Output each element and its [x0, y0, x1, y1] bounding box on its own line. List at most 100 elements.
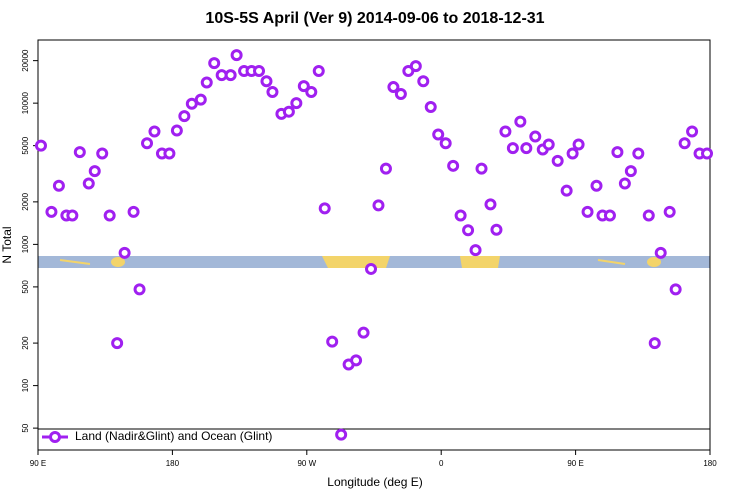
point	[439, 137, 452, 150]
point	[365, 262, 378, 275]
point	[305, 85, 318, 98]
y-tick-label: 100	[21, 378, 30, 392]
point	[185, 97, 198, 110]
point	[618, 177, 631, 190]
y-axis-label: N Total	[0, 226, 14, 263]
point	[335, 428, 348, 441]
point	[326, 335, 339, 348]
point	[96, 147, 109, 160]
point	[424, 100, 437, 113]
point	[560, 184, 573, 197]
point	[417, 75, 430, 88]
point	[148, 125, 161, 138]
y-tick-label: 500	[21, 280, 30, 294]
point	[603, 209, 616, 222]
point	[200, 76, 213, 89]
land	[647, 257, 661, 267]
point	[208, 57, 221, 70]
point	[260, 75, 273, 88]
x-tick-label: 0	[439, 459, 444, 468]
y-tick-label: 1000	[21, 235, 30, 253]
land	[111, 257, 125, 267]
y-tick-label: 200	[21, 336, 30, 350]
x-tick-label: 90 E	[567, 459, 583, 468]
point	[701, 147, 714, 160]
point	[111, 337, 124, 350]
map-strip	[38, 256, 710, 268]
point	[118, 246, 131, 259]
point	[632, 147, 645, 160]
point	[529, 130, 542, 143]
point	[432, 128, 445, 141]
point	[499, 125, 512, 138]
point	[663, 205, 676, 218]
point	[194, 93, 207, 106]
point	[178, 110, 191, 123]
x-tick-label: 90 E	[30, 459, 46, 468]
point	[318, 202, 331, 215]
point	[447, 159, 460, 172]
point	[379, 162, 392, 175]
x-tick-label: 180	[166, 459, 180, 468]
point	[34, 139, 47, 152]
x-axis-label: Longitude (deg E)	[327, 475, 422, 489]
x-tick-label: 90 W	[297, 459, 316, 468]
point	[141, 137, 154, 150]
point	[678, 137, 691, 150]
point	[103, 209, 116, 222]
point	[290, 97, 303, 110]
islands	[59, 259, 626, 265]
point	[127, 205, 140, 218]
point	[484, 198, 497, 211]
point	[350, 354, 363, 367]
point	[66, 209, 79, 222]
point	[514, 115, 527, 128]
y-tick-label: 5000	[21, 136, 30, 154]
point	[394, 88, 407, 101]
point	[475, 162, 488, 175]
x-tick-label: 180	[703, 459, 717, 468]
point	[611, 146, 624, 159]
y-tick-label: 10000	[21, 91, 30, 114]
point	[88, 165, 101, 178]
y-tick-label: 2000	[21, 192, 30, 210]
land	[460, 256, 500, 268]
point	[654, 246, 667, 259]
point	[551, 154, 564, 167]
point	[52, 179, 65, 192]
point	[266, 85, 279, 98]
point	[170, 124, 183, 137]
plot-frame	[37, 39, 711, 451]
legend-marker	[49, 431, 61, 443]
point	[73, 146, 86, 159]
point	[409, 60, 422, 73]
point	[490, 223, 503, 236]
point	[566, 147, 579, 160]
point	[45, 205, 58, 218]
y-tick-label: 50	[21, 423, 30, 432]
point	[506, 142, 519, 155]
point	[230, 49, 243, 62]
chart-title: 10S-5S April (Ver 9) 2014-09-06 to 2018-…	[205, 10, 544, 27]
point	[572, 138, 585, 151]
point	[642, 209, 655, 222]
point	[462, 224, 475, 237]
point	[312, 64, 325, 77]
legend-label: Land (Nadir&Glint) and Ocean (Glint)	[75, 429, 272, 443]
point	[686, 125, 699, 138]
point	[282, 105, 295, 118]
point	[648, 337, 661, 350]
point	[581, 205, 594, 218]
point	[542, 138, 555, 151]
point	[387, 81, 400, 94]
point	[469, 244, 482, 257]
point	[163, 147, 176, 160]
point	[224, 69, 237, 82]
point	[133, 283, 146, 296]
point	[372, 199, 385, 212]
point	[520, 142, 533, 155]
point	[253, 64, 266, 77]
y-tick-label: 20000	[21, 49, 30, 72]
